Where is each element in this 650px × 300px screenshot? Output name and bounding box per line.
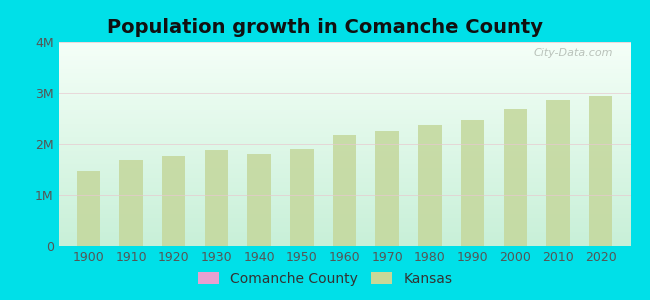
Bar [290,149,313,246]
Bar [546,100,569,246]
Bar [120,160,143,246]
Bar [162,156,185,246]
Bar [77,171,100,246]
Bar [504,109,527,246]
Bar [248,154,271,246]
Bar [205,150,228,246]
Bar [589,96,612,246]
Bar [461,120,484,246]
Bar [333,135,356,246]
Bar [418,125,441,246]
Bar [376,131,399,246]
Text: City-Data.com: City-Data.com [534,48,614,58]
Text: Population growth in Comanche County: Population growth in Comanche County [107,18,543,37]
Legend: Comanche County, Kansas: Comanche County, Kansas [194,268,456,290]
